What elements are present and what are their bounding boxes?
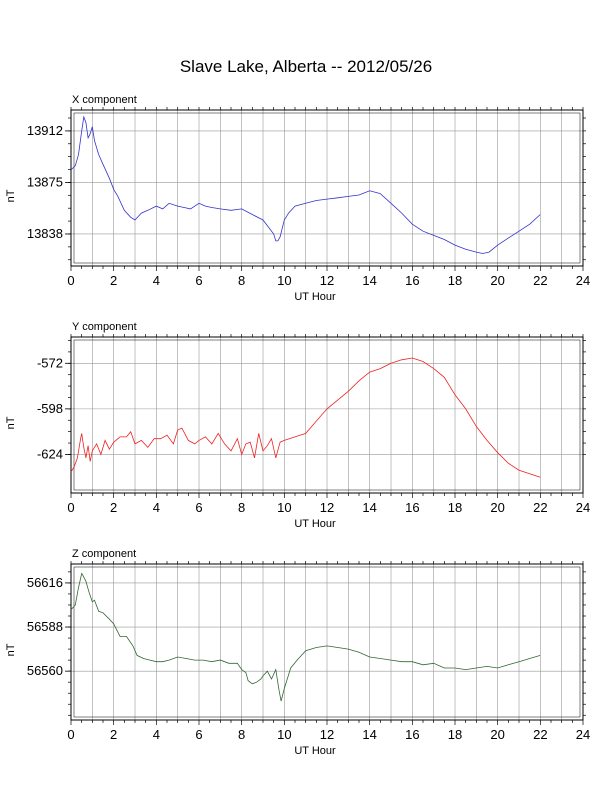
x-axis-label: UT Hour — [294, 518, 336, 530]
x-axis-label: UT Hour — [294, 291, 336, 303]
x-tick-label: 24 — [576, 727, 590, 742]
x-tick-label: 22 — [533, 273, 547, 288]
y-tick-label: 13838 — [27, 226, 63, 241]
x-tick-label: 2 — [110, 500, 117, 515]
panel-label: X component — [72, 94, 137, 106]
x-tick-label: 8 — [238, 500, 245, 515]
x-tick-label: 6 — [195, 273, 202, 288]
x-tick-label: 18 — [448, 727, 462, 742]
panel-label: Z component — [72, 548, 136, 560]
y-axis-label: nT — [5, 643, 17, 656]
x-tick-label: 14 — [362, 500, 376, 515]
plot-frame-inner — [73, 566, 581, 718]
y-tick-label: 56616 — [27, 575, 63, 590]
x-tick-label: 12 — [320, 273, 334, 288]
data-line — [70, 357, 541, 478]
y-axis-label: nT — [5, 416, 17, 429]
x-tick-label: 0 — [67, 500, 74, 515]
x-tick-label: 4 — [153, 727, 160, 742]
x-tick-label: 10 — [277, 500, 291, 515]
y-tick-label: -598 — [37, 401, 63, 416]
x-tick-label: 18 — [448, 273, 462, 288]
x-tick-label: 4 — [153, 273, 160, 288]
x-tick-label: 2 — [110, 273, 117, 288]
x-tick-label: 10 — [277, 727, 291, 742]
x-tick-label: 20 — [490, 500, 504, 515]
plot-frame-inner — [73, 112, 581, 264]
x-tick-label: 22 — [533, 500, 547, 515]
y-tick-label: 56560 — [27, 663, 63, 678]
x-tick-label: 8 — [238, 727, 245, 742]
x-tick-label: 20 — [490, 727, 504, 742]
y-tick-label: 56588 — [27, 619, 63, 634]
x-tick-label: 6 — [195, 500, 202, 515]
y-axis-label: nT — [5, 189, 17, 202]
x-tick-label: 18 — [448, 500, 462, 515]
x-tick-label: 16 — [405, 500, 419, 515]
x-tick-label: 6 — [195, 727, 202, 742]
page-title: Slave Lake, Alberta -- 2012/05/26 — [179, 57, 433, 76]
x-tick-label: 10 — [277, 273, 291, 288]
x-tick-label: 14 — [362, 273, 376, 288]
x-tick-label: 0 — [67, 273, 74, 288]
x-tick-label: 0 — [67, 727, 74, 742]
x-tick-label: 8 — [238, 273, 245, 288]
y-tick-label: -624 — [37, 446, 63, 461]
x-tick-label: 22 — [533, 727, 547, 742]
x-tick-label: 4 — [153, 500, 160, 515]
panel-label: Y component — [72, 321, 137, 333]
x-tick-label: 14 — [362, 727, 376, 742]
x-tick-label: 20 — [490, 273, 504, 288]
x-tick-label: 2 — [110, 727, 117, 742]
x-tick-label: 12 — [320, 500, 334, 515]
x-tick-label: 24 — [576, 500, 590, 515]
y-tick-label: -572 — [37, 355, 63, 370]
y-tick-label: 13912 — [27, 123, 63, 138]
x-tick-label: 12 — [320, 727, 334, 742]
plot-frame-inner — [73, 339, 581, 491]
x-tick-label: 16 — [405, 727, 419, 742]
y-tick-label: 13875 — [27, 174, 63, 189]
x-tick-label: 24 — [576, 273, 590, 288]
data-line — [70, 572, 541, 702]
x-axis-label: UT Hour — [294, 745, 336, 757]
x-tick-label: 16 — [405, 273, 419, 288]
data-line — [70, 115, 541, 254]
